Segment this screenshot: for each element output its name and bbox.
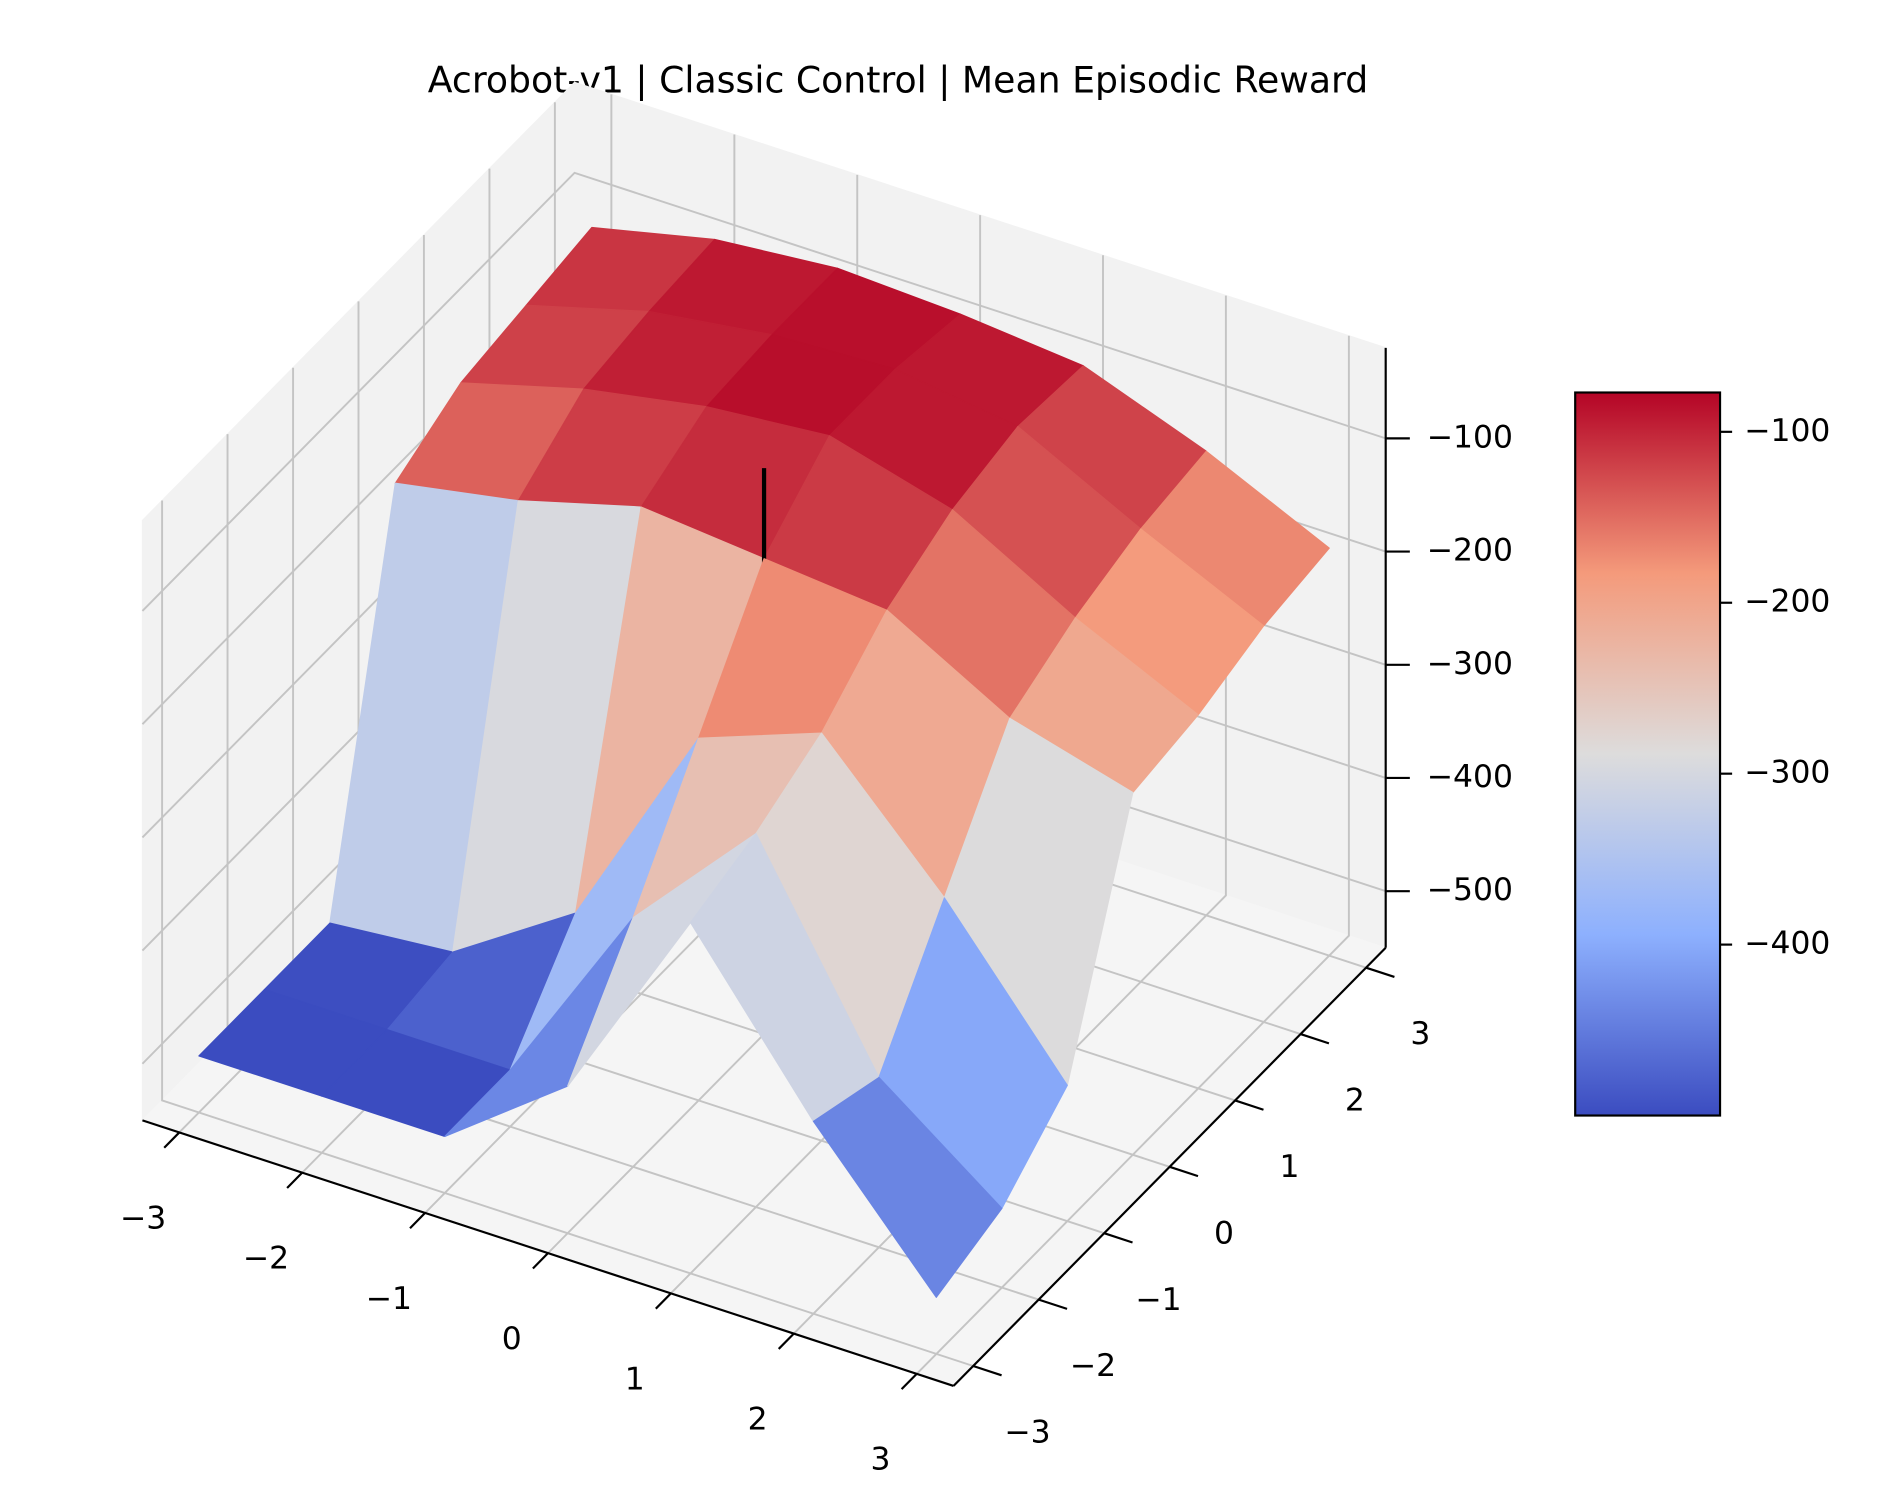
x-tick bbox=[163, 1131, 181, 1149]
x-tick bbox=[777, 1332, 795, 1350]
x-tick-label: −1 bbox=[366, 1281, 412, 1317]
y-tick bbox=[972, 1364, 1002, 1377]
y-tick-label: −1 bbox=[1135, 1282, 1181, 1318]
x-tick bbox=[286, 1171, 303, 1189]
colorbar-tick-label: −300 bbox=[1744, 755, 1830, 791]
y-tick bbox=[1169, 1165, 1199, 1178]
colorbar bbox=[1574, 391, 1722, 1117]
y-tick-label: −2 bbox=[1070, 1348, 1116, 1384]
y-tick-label: 3 bbox=[1410, 1016, 1430, 1052]
grid-line bbox=[161, 500, 974, 1367]
x-tick-label: 1 bbox=[625, 1361, 645, 1397]
z-tick-label: −200 bbox=[1427, 533, 1513, 569]
x-tick bbox=[900, 1373, 918, 1390]
x-tick-label: −3 bbox=[120, 1200, 166, 1236]
y-tick bbox=[1300, 1033, 1330, 1045]
z-tick-label: −500 bbox=[1427, 872, 1513, 908]
z-tick-label: −300 bbox=[1427, 646, 1513, 682]
y-tick-label: 0 bbox=[1214, 1215, 1234, 1251]
x-tick bbox=[409, 1212, 426, 1229]
y-tick bbox=[1103, 1232, 1133, 1244]
x-tick bbox=[655, 1292, 672, 1310]
colorbar-tick-label: −100 bbox=[1744, 413, 1830, 449]
z-tick-label: −400 bbox=[1427, 759, 1513, 795]
x-tick-label: −2 bbox=[243, 1241, 289, 1277]
x-tick-label: 3 bbox=[871, 1442, 891, 1478]
y-tick-label: 2 bbox=[1345, 1083, 1365, 1119]
x-tick bbox=[532, 1252, 549, 1270]
colorbar-tick-label: −400 bbox=[1744, 926, 1830, 962]
y-tick-label: 1 bbox=[1279, 1149, 1299, 1185]
surface-face bbox=[812, 1076, 1003, 1298]
x-tick-label: 2 bbox=[748, 1402, 768, 1438]
y-tick-label: −3 bbox=[1004, 1415, 1050, 1451]
colorbar-tick-label: −200 bbox=[1744, 584, 1830, 620]
y-tick bbox=[1038, 1298, 1068, 1310]
grid-line bbox=[141, 171, 1386, 612]
x-tick-label: 0 bbox=[502, 1321, 522, 1357]
grid-line bbox=[916, 335, 1350, 1375]
z-tick-label: −100 bbox=[1427, 419, 1513, 455]
y-tick bbox=[1365, 966, 1395, 978]
y-tick bbox=[1234, 1099, 1264, 1111]
